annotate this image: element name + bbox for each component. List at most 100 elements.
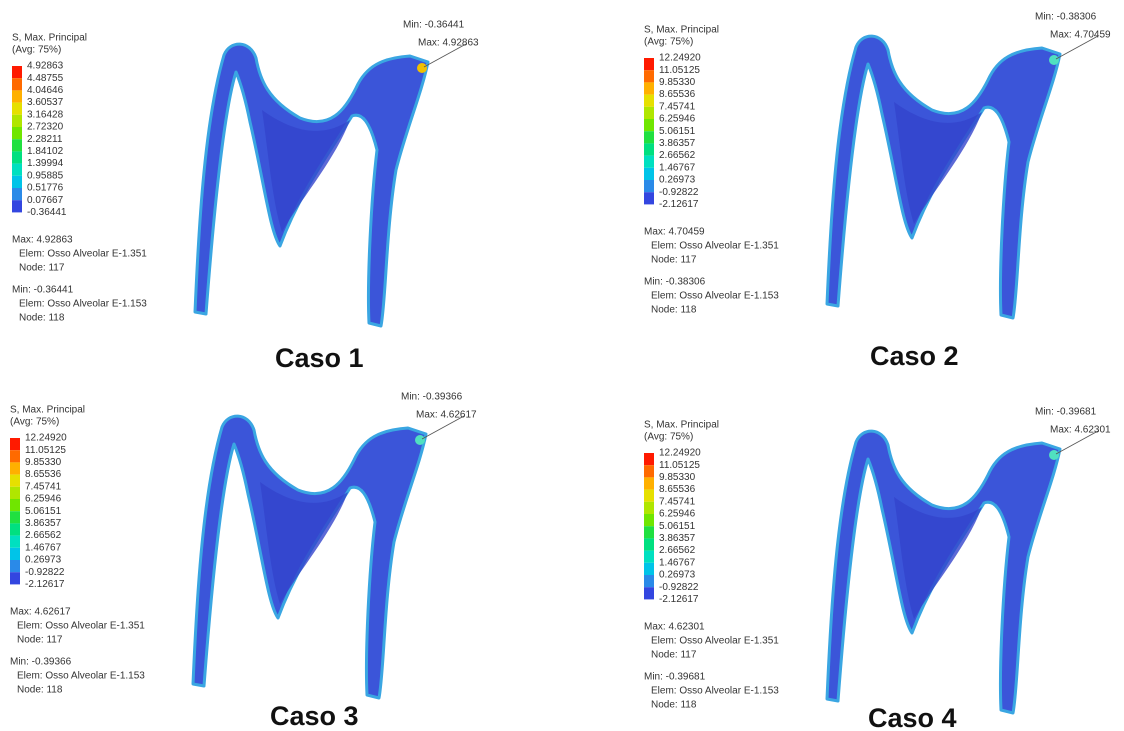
legend-swatch [10,475,20,487]
legend-value: 1.39994 [27,158,64,169]
legend-swatch [12,164,22,176]
legend-value: 0.51776 [27,183,64,194]
legend-value: 7.45741 [25,481,62,492]
callout-min: Min: -0.39681 [1035,407,1097,418]
legend-swatch [12,188,22,200]
panel: S, Max. Principal(Avg: 75%)12.2492011.05… [10,392,477,731]
legend-swatch [644,538,654,550]
legend-swatch [10,487,20,499]
legend-swatch [10,572,20,584]
legend-title: S, Max. Principal [644,420,719,431]
legend-swatch [12,151,22,163]
callout-min: Min: -0.38306 [1035,12,1097,23]
min-info: Node: 118 [19,313,65,324]
legend-value: 1.46767 [25,542,62,553]
legend-swatch [12,66,22,78]
max-info: Elem: Osso Alveolar E-1.351 [19,249,147,260]
legend-swatch [644,587,654,599]
legend-swatch [644,180,654,192]
legend-value: -2.12617 [25,579,65,590]
legend-value: -2.12617 [659,594,699,605]
legend-value: 2.66562 [659,545,696,556]
legend-value: 8.65536 [25,469,62,480]
max-info: Max: 4.62301 [644,622,705,633]
legend-value: 0.95885 [27,170,64,181]
legend-swatch [644,490,654,502]
legend-swatch [12,90,22,102]
legend-swatch [10,450,20,462]
legend-value: 11.05125 [659,460,700,471]
legend-value: 5.06151 [659,521,696,532]
legend-swatch [644,502,654,514]
panel: S, Max. Principal(Avg: 75%) 12.2492011.05… [644,407,1111,731]
legend-value: 3.16428 [27,109,64,120]
legend-value: -2.12617 [659,199,699,210]
min-info: Elem: Osso Alveolar E-1.153 [19,299,147,310]
page: S, Max. Principal(Avg: 75%)4.928634.4875… [0,0,1124,731]
legend-value: 5.06151 [25,506,62,517]
callout-max: Max: 4.70459 [1050,30,1111,41]
max-info: Max: 4.62617 [10,607,71,618]
max-info: Node: 117 [17,635,63,646]
min-info: Min: -0.39366 [10,657,72,668]
legend-swatch [644,58,654,70]
legend-title: S, Max. Principal [10,405,85,416]
max-spot [415,435,425,445]
legend-swatch [12,103,22,115]
max-info: Node: 117 [19,263,65,274]
legend-swatch [644,143,654,155]
legend-swatch [12,78,22,90]
callout-min: Min: -0.39366 [401,392,463,403]
legend-swatch [644,156,654,168]
legend-subtitle: (Avg: 75%) [644,37,693,48]
legend-value: -0.92822 [25,567,65,578]
legend-swatch [10,438,20,450]
max-spot [1049,450,1059,460]
legend-value: 6.25946 [25,494,62,505]
legend-swatch [644,477,654,489]
legend-swatch [10,499,20,511]
min-info: Elem: Osso Alveolar E-1.153 [651,291,779,302]
legend-value: 0.26973 [659,175,696,186]
legend-value: 9.85330 [659,77,696,88]
legend-subtitle: (Avg: 75%) [12,45,61,56]
legend-swatch [10,523,20,535]
legend-value: 3.60537 [27,97,64,108]
legend-value: 6.25946 [659,509,696,520]
legend-value: 2.66562 [25,530,62,541]
legend-value: 4.04646 [27,85,64,96]
legend-subtitle: (Avg: 75%) [644,432,693,443]
legend-swatch [644,168,654,180]
legend-value: 3.86357 [659,138,696,149]
callout-max: Max: 4.62301 [1050,425,1111,436]
max-info: Elem: Osso Alveolar E-1.351 [17,621,145,632]
panel: S, Max. Principal(Avg: 75%)12.2492011.05… [644,12,1111,371]
legend-value: 12.24920 [25,433,67,444]
legend-value: 12.24920 [659,448,701,459]
legend-value: 5.06151 [659,126,696,137]
legend-swatch [644,107,654,119]
legend-value: -0.36441 [27,207,67,218]
legend-value: 8.65536 [659,484,696,495]
legend-value: 8.65536 [659,89,696,100]
legend-subtitle: (Avg: 75%) [10,417,59,428]
legend-value: 1.84102 [27,146,64,157]
caption: Caso 3 [270,701,359,731]
legend-value: 4.48755 [27,73,64,84]
legend-value: 4.92863 [27,61,64,72]
legend-value: 1.46767 [659,557,696,568]
legend-value: 11.05125 [659,65,700,76]
max-info: Node: 117 [651,650,697,661]
max-info: Elem: Osso Alveolar E-1.351 [651,241,779,252]
legend-swatch [12,139,22,151]
legend-swatch [10,548,20,560]
legend-swatch [12,115,22,127]
legend-swatch [644,526,654,538]
legend-value: 2.72320 [27,122,64,133]
legend-value: 12.24920 [659,53,701,64]
legend-value: 2.28211 [27,134,63,145]
legend-swatch [644,82,654,94]
min-info: Min: -0.38306 [644,277,706,288]
legend-swatch [644,514,654,526]
legend-swatch [10,462,20,474]
